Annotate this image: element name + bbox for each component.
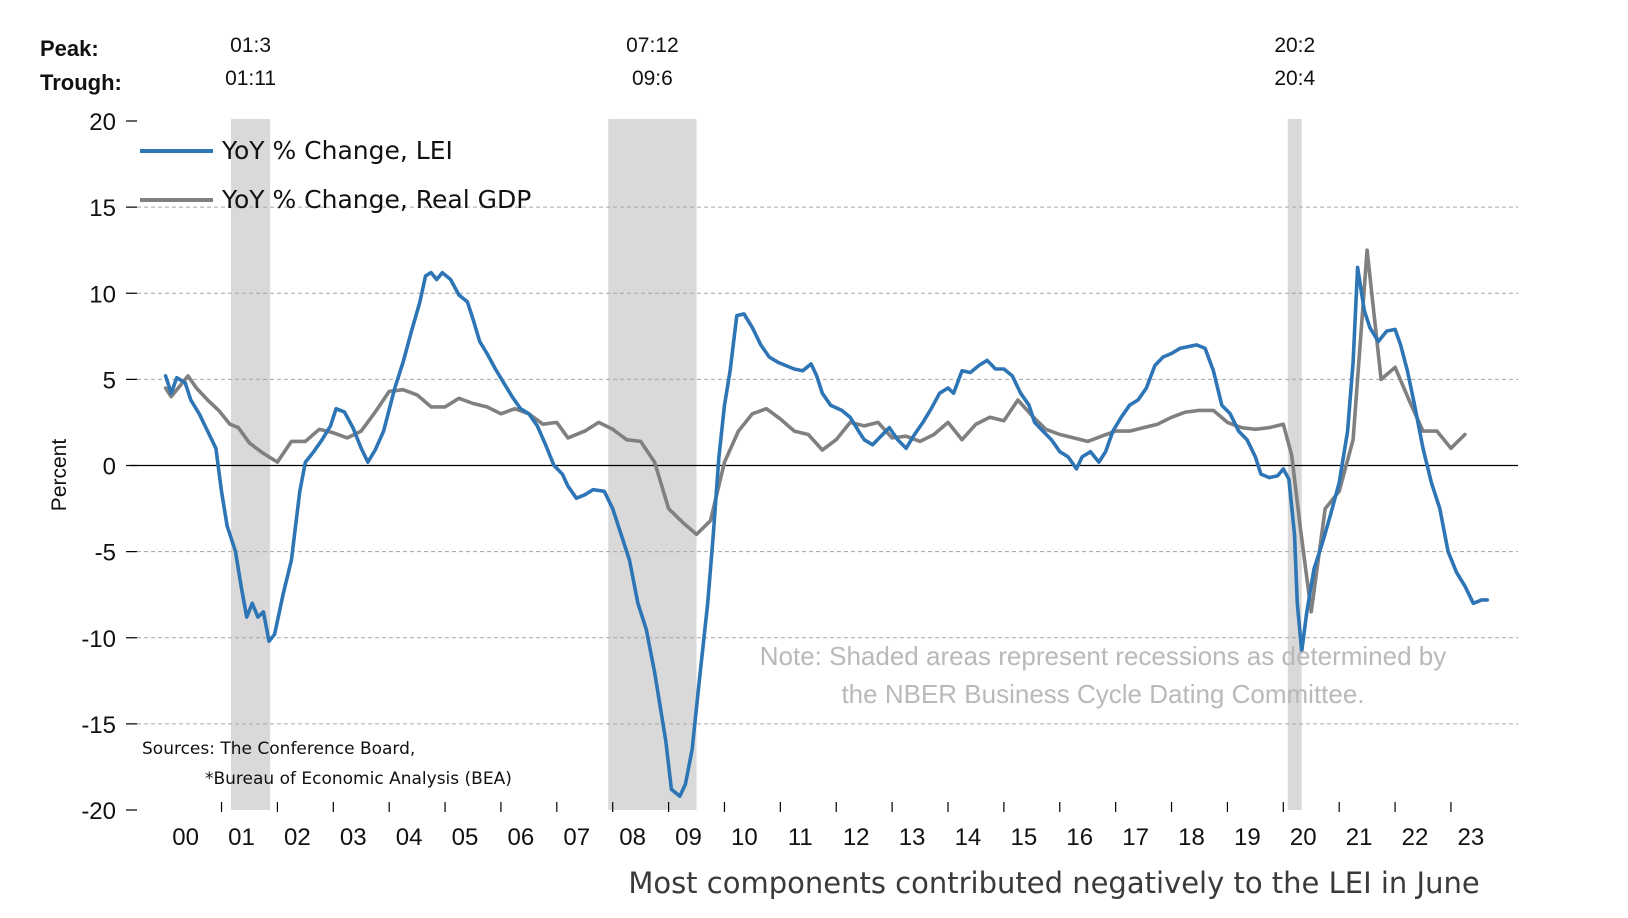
x-tick-label: 14 — [955, 824, 982, 851]
x-tick-label: 12 — [843, 824, 870, 851]
recession-peak-date-2: 07:12 — [626, 34, 679, 57]
series-line-gdp — [163, 248, 1467, 614]
x-tick-label: 23 — [1458, 824, 1485, 851]
source-line-2: *Bureau of Economic Analysis (BEA) — [205, 769, 512, 789]
x-tick-label: 07 — [563, 824, 590, 851]
legend: YoY % Change, LEI YoY % Change, Real GDP — [140, 136, 531, 214]
x-tick-label: 15 — [1010, 824, 1037, 851]
x-tick-label: 09 — [675, 824, 702, 851]
note-line-2: the NBER Business Cycle Dating Committee… — [841, 679, 1364, 709]
recession-band-3 — [1287, 119, 1302, 810]
source-line-1: Sources: The Conference Board, — [142, 739, 415, 759]
legend-label-gdp: YoY % Change, Real GDP — [221, 185, 531, 214]
y-tick-label: 15 — [89, 195, 116, 222]
y-tick-label: -20 — [81, 798, 116, 825]
series-line-lei — [163, 265, 1490, 798]
x-tick-label: 20 — [1290, 824, 1317, 851]
recession-peak-date-3: 20:2 — [1274, 34, 1315, 57]
chart-caption: Most components contributed negatively t… — [628, 866, 1479, 900]
x-tick-label: 11 — [788, 824, 813, 851]
axes: 20 15 10 5 0 -5 -10 -15 -20 00 01 02 03 04 05 06 07 08 09 1… — [81, 109, 1484, 851]
x-tick-label: 13 — [899, 824, 926, 851]
x-tick-label: 10 — [731, 824, 758, 851]
x-tick-label: 02 — [284, 824, 311, 851]
peak-label: Peak: — [40, 36, 99, 61]
x-tick-label: 22 — [1402, 824, 1429, 851]
x-tick-label: 04 — [396, 824, 423, 851]
recession-dates: 01:3 01:11 07:12 09:6 20:2 20:4 — [225, 34, 1315, 90]
x-tick-label: 17 — [1122, 824, 1149, 851]
y-axis-label: Percent — [48, 439, 71, 512]
x-tick-label: 18 — [1178, 824, 1205, 851]
x-tick-label: 16 — [1066, 824, 1093, 851]
recession-band-2 — [608, 119, 697, 810]
x-tick-label: 01 — [228, 824, 255, 851]
x-tick-label: 19 — [1234, 824, 1261, 851]
recession-trough-date-3: 20:4 — [1274, 67, 1315, 90]
gridlines — [130, 206, 1518, 725]
x-tick-label: 06 — [508, 824, 535, 851]
recession-bands — [231, 119, 1302, 810]
x-tick-label: 00 — [172, 824, 199, 851]
trough-label: Trough: — [40, 70, 122, 95]
data-series — [163, 248, 1490, 798]
x-tick-label: 08 — [619, 824, 646, 851]
note-line-1: Note: Shaded areas represent recessions … — [760, 641, 1447, 671]
y-tick-label: 10 — [89, 281, 116, 308]
x-tick-label: 21 — [1346, 824, 1373, 851]
recession-peak-date-1: 01:3 — [230, 34, 271, 57]
legend-label-lei: YoY % Change, LEI — [221, 136, 453, 165]
y-tick-label: 20 — [89, 109, 116, 136]
recession-band-1 — [231, 119, 271, 810]
y-tick-label: -5 — [95, 540, 116, 567]
x-tick-label: 05 — [452, 824, 479, 851]
y-tick-label: 0 — [103, 454, 116, 481]
y-tick-label: -10 — [81, 626, 116, 653]
x-tick-label: 03 — [340, 824, 367, 851]
y-tick-label: 5 — [103, 367, 116, 394]
recession-trough-date-2: 09:6 — [632, 67, 673, 90]
y-tick-label: -15 — [81, 712, 116, 739]
recession-trough-date-1: 01:11 — [225, 67, 276, 90]
